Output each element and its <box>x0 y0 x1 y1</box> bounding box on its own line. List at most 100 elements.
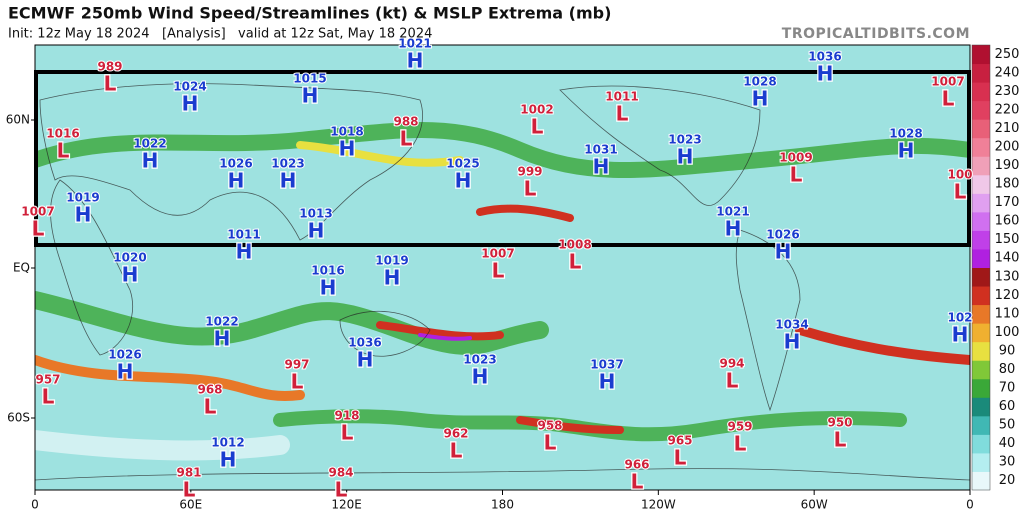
pressure-value: 1036 <box>348 336 381 350</box>
pressure-value: 1022 <box>205 315 238 329</box>
high-center: H <box>75 203 92 227</box>
high-center: H <box>142 149 159 173</box>
low-center: L <box>631 470 644 494</box>
high-center: H <box>472 365 489 389</box>
high-center: H <box>320 276 337 300</box>
pressure-value: 1028 <box>743 75 776 89</box>
low-center: L <box>291 370 304 394</box>
pressure-value: 1015 <box>293 72 326 86</box>
pressure-value: 1034 <box>775 318 808 332</box>
lat-label: 60S <box>7 411 30 425</box>
colorbar-label: 230 <box>995 84 1020 99</box>
low-center: L <box>616 102 629 126</box>
high-center: H <box>952 323 969 347</box>
lon-label: 120E <box>331 498 362 512</box>
colorbar-swatch <box>972 137 990 157</box>
pressure-value: 1021 <box>716 205 749 219</box>
wind-field <box>35 45 970 490</box>
low-center: L <box>42 385 55 409</box>
pressure-value: 966 <box>624 458 649 472</box>
pressure-value: 981 <box>176 466 201 480</box>
high-center: H <box>214 327 231 351</box>
colorbar-swatch <box>972 248 990 268</box>
low-center: L <box>834 428 847 452</box>
low-center: L <box>524 177 537 201</box>
high-center: H <box>677 145 694 169</box>
pressure-value: 968 <box>197 383 222 397</box>
low-center: L <box>341 421 354 445</box>
pressure-value: 984 <box>328 466 353 480</box>
pressure-value: 1002 <box>520 103 553 117</box>
colorbar-label: 190 <box>995 158 1020 173</box>
pressure-value: 1036 <box>808 50 841 64</box>
colorbar-swatch <box>972 397 990 417</box>
pressure-value: 950 <box>827 416 852 430</box>
colorbar-label: 50 <box>999 418 1016 433</box>
pressure-value: 1020 <box>113 251 146 265</box>
high-center: H <box>817 62 834 86</box>
low-center: L <box>57 139 70 163</box>
pressure-value: 1019 <box>375 254 408 268</box>
high-center: H <box>407 49 424 73</box>
high-center: H <box>228 169 245 193</box>
high-center: H <box>784 330 801 354</box>
high-center: H <box>898 139 915 163</box>
pressure-value: 1026 <box>219 157 252 171</box>
colorbar-label: 40 <box>999 436 1016 451</box>
pressure-value: 1016 <box>311 264 344 278</box>
pressure-value: 1026 <box>766 228 799 242</box>
low-center: L <box>531 115 544 139</box>
low-center: L <box>790 163 803 187</box>
colorbar-swatch <box>972 156 990 176</box>
low-center: L <box>450 439 463 463</box>
pressure-value: 1031 <box>584 143 617 157</box>
high-center: H <box>236 240 253 264</box>
colorbar-swatch <box>972 323 990 343</box>
pressure-value: 1013 <box>299 207 332 221</box>
pressure-value: 1023 <box>463 353 496 367</box>
colorbar-swatch <box>972 211 990 231</box>
colorbar-label: 170 <box>995 195 1020 210</box>
colorbar-swatch <box>972 174 990 194</box>
colorbar-label: 70 <box>999 381 1016 396</box>
colorbar-label: 210 <box>995 121 1020 136</box>
pressure-value: 1028 <box>889 127 922 141</box>
lon-label: 60W <box>801 498 828 512</box>
coastlines <box>35 83 970 481</box>
pressure-value: 1018 <box>330 125 363 139</box>
pressure-value: 100 <box>947 168 972 182</box>
lon-label: 180 <box>491 498 514 512</box>
high-center: H <box>339 137 356 161</box>
colorbar-label: 130 <box>995 269 1020 284</box>
lon-label: 60E <box>179 498 202 512</box>
pressure-value: 1009 <box>779 151 812 165</box>
colorbar-label: 150 <box>995 232 1020 247</box>
subtitle: Init: 12z May 18 2024 [Analysis] valid a… <box>8 27 432 42</box>
low-center: L <box>204 395 217 419</box>
lon-label: 120W <box>641 498 676 512</box>
colorbar-label: 60 <box>999 399 1016 414</box>
pressure-value: 997 <box>284 358 309 372</box>
low-center: L <box>400 127 413 151</box>
pressure-value: 1011 <box>605 90 638 104</box>
pressure-value: 965 <box>667 434 692 448</box>
pressure-value: 1016 <box>46 127 79 141</box>
pressure-value: 962 <box>443 427 468 441</box>
high-center: H <box>357 348 374 372</box>
colorbar-label: 30 <box>999 455 1016 470</box>
lat-label: EQ <box>13 261 30 275</box>
colorbar-label: 250 <box>995 47 1020 62</box>
colorbar-label: 20 <box>999 473 1016 488</box>
low-center: L <box>335 478 348 502</box>
low-center: L <box>674 446 687 470</box>
high-center: H <box>117 360 134 384</box>
colorbar-swatch <box>972 360 990 380</box>
colorbar-swatch <box>972 452 990 472</box>
high-center: H <box>599 370 616 394</box>
high-center: H <box>593 155 610 179</box>
low-center: L <box>32 217 45 241</box>
high-center: H <box>220 448 237 472</box>
low-center: L <box>734 432 747 456</box>
high-center: H <box>308 219 325 243</box>
